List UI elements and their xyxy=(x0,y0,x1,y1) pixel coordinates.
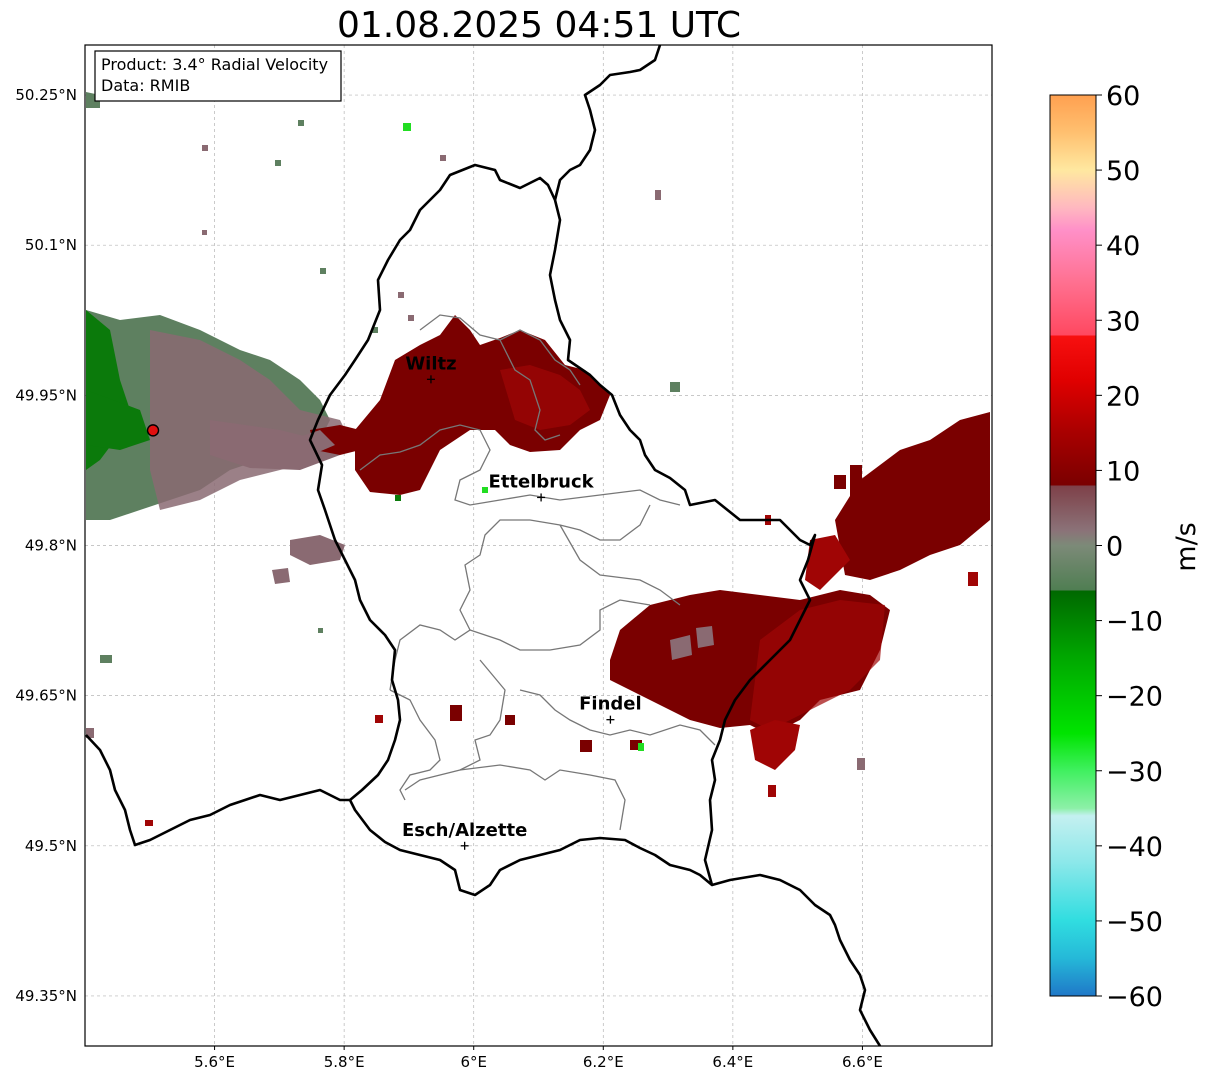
country-borders xyxy=(85,45,882,1046)
product-label: Product: 3.4° Radial Velocity xyxy=(101,55,328,74)
lat-tick-label: 50.1°N xyxy=(25,236,77,254)
city-label: Wiltz xyxy=(405,353,456,374)
colorbar-tick-label: −20 xyxy=(1106,682,1163,713)
lon-tick-label: 6.6°E xyxy=(842,1053,883,1071)
colorbar-tick-label: 40 xyxy=(1106,231,1140,262)
eastern-echo xyxy=(610,412,990,770)
data-source-label: Data: RMIB xyxy=(101,76,190,95)
lat-tick-label: 49.65°N xyxy=(15,687,77,705)
colorbar: −60 −50 −40 −30 −20 −10 0 10 20 30 40 50 60 m/s xyxy=(1049,81,1202,1013)
district-boundaries xyxy=(359,314,716,831)
lat-tick-label: 49.35°N xyxy=(15,987,77,1005)
map-frame xyxy=(84,44,993,1047)
colorbar-tick-label: −10 xyxy=(1106,607,1163,638)
city-markers: Wiltz Ettelbruck Findel Esch/Alzette xyxy=(402,353,642,850)
city-label: Ettelbruck xyxy=(489,471,595,492)
colorbar-tick-label: 60 xyxy=(1106,81,1140,112)
lon-tick-label: 6.2°E xyxy=(583,1053,624,1071)
colorbar-gradient xyxy=(1049,94,1097,997)
colorbar-unit-label: m/s xyxy=(1171,522,1202,571)
lon-tick-label: 5.6°E xyxy=(194,1053,235,1071)
radar-echo-layer xyxy=(86,92,990,826)
colorbar-tick-label: 10 xyxy=(1106,456,1140,487)
lon-tick-label: 5.8°E xyxy=(324,1053,365,1071)
lon-tick-label: 6°E xyxy=(460,1053,487,1071)
colorbar-tick-label: −40 xyxy=(1106,832,1163,863)
lon-tick-label: 6.4°E xyxy=(712,1053,753,1071)
city-label: Findel xyxy=(579,694,642,715)
colorbar-tick-label: 0 xyxy=(1106,532,1123,563)
city-label: Esch/Alzette xyxy=(402,820,527,841)
lat-tick-label: 50.25°N xyxy=(15,86,77,104)
colorbar-tick-label: −60 xyxy=(1106,982,1163,1013)
latitude-ticks: 50.25°N 50.1°N 49.95°N 49.8°N 49.65°N 49.5°N 4… xyxy=(15,86,77,1005)
map-title: 01.08.2025 04:51 UTC xyxy=(336,5,742,46)
colorbar-ticks: −60 −50 −40 −30 −20 −10 0 10 20 30 40 50 60 xyxy=(1096,81,1163,1013)
info-box: Product: 3.4° Radial Velocity Data: RMIB xyxy=(94,50,342,102)
colorbar-tick-label: 30 xyxy=(1106,306,1140,337)
lat-tick-label: 49.8°N xyxy=(25,537,77,555)
wiltz-echo xyxy=(290,315,610,495)
colorbar-tick-label: 50 xyxy=(1106,156,1140,187)
colorbar-tick-label: −30 xyxy=(1106,757,1163,788)
radar-site-marker xyxy=(146,424,160,437)
colorbar-tick-label: 20 xyxy=(1106,381,1140,412)
near-radar-echoes xyxy=(86,92,680,663)
colorbar-tick-label: −50 xyxy=(1106,907,1163,938)
longitude-ticks: 5.6°E 5.8°E 6°E 6.2°E 6.4°E 6.6°E xyxy=(194,1046,883,1071)
lat-tick-label: 49.95°N xyxy=(15,386,77,404)
lat-tick-label: 49.5°N xyxy=(25,837,77,855)
